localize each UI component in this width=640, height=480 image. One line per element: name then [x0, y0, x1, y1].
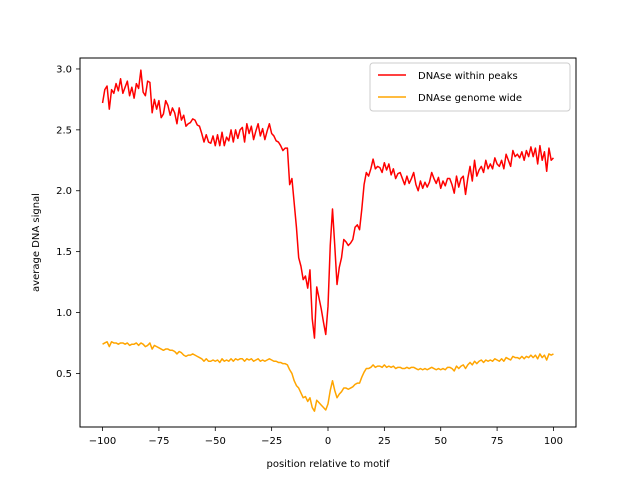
x-tick-label: 25 [378, 436, 391, 447]
series-layer [101, 69, 555, 412]
x-tick-label: 75 [491, 436, 504, 447]
y-tick-label: 3.0 [56, 64, 72, 75]
x-tick-label: −25 [261, 436, 282, 447]
y-tick-label: 1.0 [56, 308, 72, 319]
x-tick-label: 100 [544, 436, 563, 447]
x-tick-label: −50 [205, 436, 226, 447]
legend-label-genome-wide: DNAse genome wide [418, 93, 522, 104]
y-tick-label: 0.5 [56, 369, 72, 380]
y-tick-label: 1.5 [56, 247, 72, 258]
y-axis-label: average DNA signal [31, 193, 42, 292]
legend: DNAse within peaks DNAse genome wide [369, 62, 571, 112]
x-tick-label: −75 [148, 436, 169, 447]
axes-background [80, 58, 576, 427]
y-tick-label: 2.0 [56, 186, 72, 197]
x-axis: −100 −75 −50 −25 0 25 50 75 100 [89, 427, 563, 447]
x-tick-label: 0 [325, 436, 331, 447]
x-tick-label: 50 [434, 436, 447, 447]
x-tick-label: −100 [89, 436, 116, 447]
y-axis: 0.5 1.0 1.5 2.0 2.5 3.0 [56, 64, 80, 380]
y-tick-label: 2.5 [56, 125, 72, 136]
series-line-within-peaks [101, 69, 555, 339]
plot-area [79, 57, 577, 428]
x-axis-label: position relative to motif [267, 459, 390, 470]
legend-label-within-peaks: DNAse within peaks [418, 71, 518, 82]
series-line-genome-wide [102, 341, 554, 412]
legend-frame [369, 62, 571, 112]
